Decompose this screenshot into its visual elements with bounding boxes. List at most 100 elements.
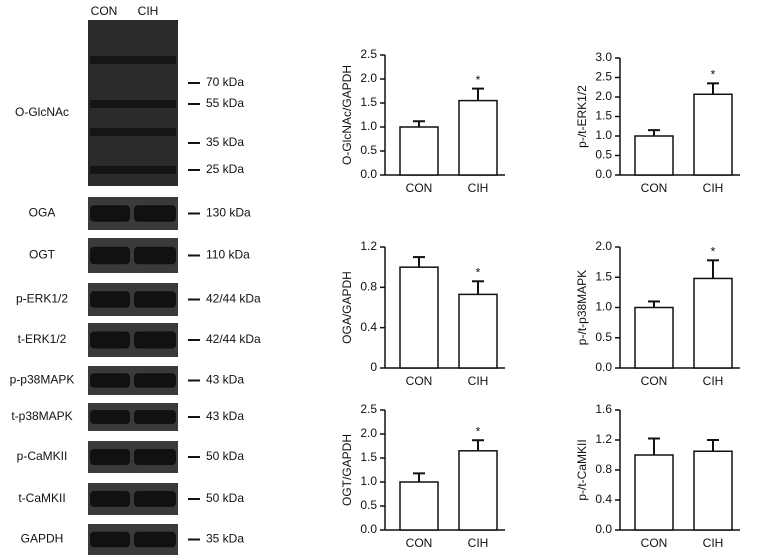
row-label: O-GlcNAc: [15, 105, 69, 119]
band: [90, 56, 176, 64]
row-label: t-ERK1/2: [18, 332, 67, 346]
marker-label: 130 kDa: [206, 206, 251, 220]
band: [90, 100, 176, 108]
y-tick-label: 0: [370, 360, 377, 374]
significance-mark: *: [476, 73, 481, 87]
marker-label: 43 kDa: [206, 409, 244, 423]
y-tick-label: 0.5: [360, 498, 377, 512]
y-tick-label: 0.5: [595, 330, 612, 344]
y-tick-label: 1.2: [595, 432, 612, 446]
bar: [634, 306, 674, 369]
band: [134, 531, 176, 548]
bar: [399, 481, 439, 531]
lane-label: CIH: [138, 4, 159, 18]
row-label: p-CaMKII: [17, 449, 68, 463]
y-tick-label: 1.0: [595, 300, 612, 314]
band: [90, 205, 130, 222]
x-tick-label: CON: [406, 374, 433, 388]
bar: [399, 266, 439, 369]
y-axis-label: p-/t-ERK1/2: [575, 85, 589, 148]
y-axis-label: p-/t-p38MAPK: [575, 270, 589, 345]
x-tick-label: CIH: [703, 374, 724, 388]
x-tick-label: CON: [641, 374, 668, 388]
band: [134, 205, 176, 222]
row-label: OGA: [29, 206, 56, 220]
y-tick-label: 3.0: [595, 50, 612, 64]
row-label: OGT: [29, 248, 56, 262]
row-label: t-p38MAPK: [11, 409, 72, 423]
band: [90, 246, 130, 265]
y-tick-label: 2.0: [360, 71, 377, 85]
band: [134, 410, 176, 424]
bar: [693, 93, 733, 176]
band: [90, 166, 176, 174]
y-tick-label: 1.0: [360, 119, 377, 133]
y-axis-label: OGA/GAPDH: [340, 271, 354, 344]
band: [90, 531, 130, 548]
y-tick-label: 2.0: [360, 426, 377, 440]
band: [90, 331, 130, 349]
x-tick-label: CON: [406, 536, 433, 550]
x-tick-label: CIH: [468, 181, 489, 195]
band: [134, 246, 176, 265]
band: [90, 491, 130, 507]
y-tick-label: 0.8: [360, 280, 377, 294]
y-tick-label: 0.5: [360, 143, 377, 157]
y-tick-label: 0.0: [595, 522, 612, 536]
band: [134, 373, 176, 388]
bar: [458, 293, 498, 369]
y-tick-label: 0.0: [595, 360, 612, 374]
marker-label: 55 kDa: [206, 96, 244, 110]
significance-mark: *: [476, 265, 481, 279]
y-tick-label: 0.4: [360, 320, 377, 334]
y-tick-label: 1.5: [595, 269, 612, 283]
y-tick-label: 2.5: [595, 70, 612, 84]
y-tick-label: 0.0: [360, 167, 377, 181]
y-tick-label: 2.5: [360, 47, 377, 61]
y-tick-label: 1.2: [360, 239, 377, 253]
y-tick-label: 0.5: [595, 148, 612, 162]
y-tick-label: 0.8: [595, 462, 612, 476]
y-tick-label: 0.4: [595, 492, 612, 506]
band: [90, 449, 130, 465]
bar: [458, 450, 498, 531]
row-label: p-ERK1/2: [16, 292, 68, 306]
x-tick-label: CIH: [468, 374, 489, 388]
y-tick-label: 1.0: [360, 474, 377, 488]
y-axis-label: OGT/GAPDH: [340, 434, 354, 506]
y-tick-label: 1.5: [595, 109, 612, 123]
bar: [458, 99, 498, 176]
y-tick-label: 2.0: [595, 89, 612, 103]
row-label: t-CaMKII: [18, 491, 65, 505]
y-tick-label: 1.6: [595, 402, 612, 416]
band: [90, 410, 130, 424]
y-axis-label: O-GlcNAc/GAPDH: [340, 65, 354, 165]
marker-label: 110 kDa: [206, 248, 250, 262]
band: [90, 128, 176, 136]
x-tick-label: CON: [406, 181, 433, 195]
x-tick-label: CIH: [703, 181, 724, 195]
marker-label: 70 kDa: [206, 75, 244, 89]
y-tick-label: 0.0: [595, 167, 612, 181]
x-tick-label: CIH: [703, 536, 724, 550]
row-label: p-p38MAPK: [10, 373, 75, 387]
marker-label: 50 kDa: [206, 491, 244, 505]
bar: [634, 454, 674, 531]
y-tick-label: 1.5: [360, 450, 377, 464]
y-axis-label: p-/t-CaMKII: [575, 439, 589, 500]
y-tick-label: 1.5: [360, 95, 377, 109]
bar: [693, 277, 733, 369]
y-tick-label: 2.5: [360, 402, 377, 416]
band: [134, 291, 176, 308]
marker-label: 35 kDa: [206, 532, 244, 546]
bar: [634, 135, 674, 176]
band: [134, 331, 176, 349]
lane-label: CON: [91, 4, 118, 18]
marker-label: 43 kDa: [206, 373, 244, 387]
band: [134, 491, 176, 507]
marker-label: 42/44 kDa: [206, 332, 261, 346]
significance-mark: *: [711, 68, 716, 82]
marker-label: 35 kDa: [206, 135, 244, 149]
marker-label: 50 kDa: [206, 449, 244, 463]
